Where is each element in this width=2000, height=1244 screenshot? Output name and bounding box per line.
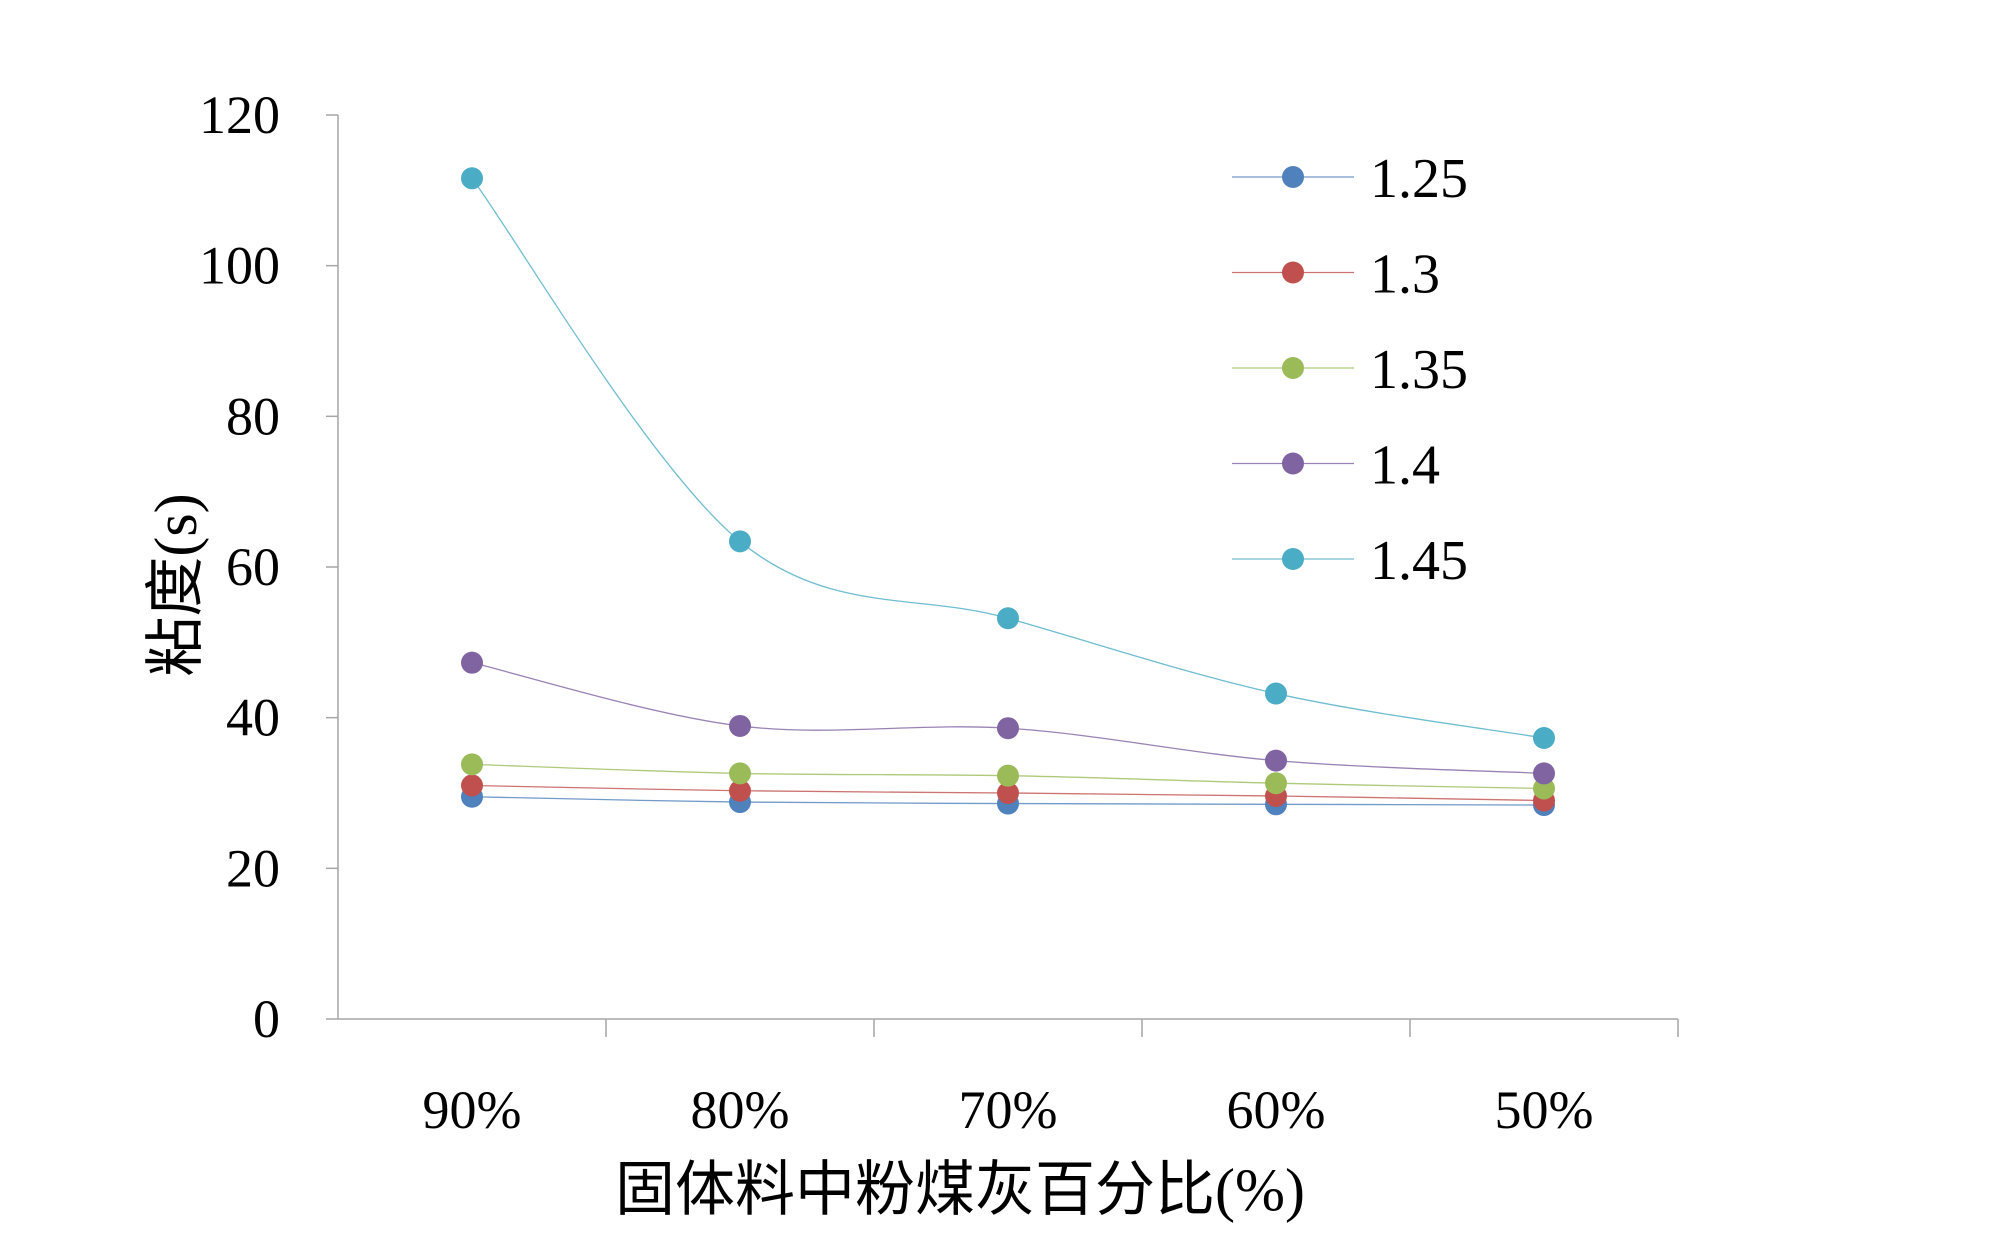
data-point: [1533, 762, 1555, 785]
legend-item: 1.45: [1232, 530, 1468, 592]
series-1.4: [461, 651, 1555, 785]
y-tick-label: 120: [199, 85, 280, 145]
legend-item: 1.35: [1232, 339, 1468, 401]
x-tick-label: 80%: [691, 1080, 790, 1140]
legend-item: 1.3: [1232, 244, 1440, 306]
legend-marker: [1282, 452, 1304, 475]
x-tick-label: 60%: [1227, 1080, 1326, 1140]
legend-label: 1.3: [1370, 244, 1440, 306]
data-point: [1533, 727, 1555, 750]
data-point: [461, 167, 483, 190]
legend-label: 1.35: [1370, 339, 1468, 401]
y-tick-label: 40: [226, 688, 280, 748]
legend: 1.25 1.3 1.35 1.4 1.45: [1232, 148, 1468, 592]
data-point: [461, 774, 483, 797]
data-point: [729, 779, 751, 802]
series-line: [471, 177, 1545, 739]
legend-marker: [1282, 357, 1304, 379]
x-tick-label: 70%: [959, 1080, 1058, 1140]
y-tick-label: 20: [226, 838, 280, 898]
data-point: [997, 782, 1019, 804]
data-point: [1533, 777, 1555, 800]
x-tick-label: 90%: [423, 1080, 522, 1140]
data-point: [1265, 749, 1287, 772]
data-point: [729, 762, 751, 785]
series-1.35: [461, 753, 1555, 800]
series-layer: [461, 167, 1555, 817]
series-1.45: [461, 167, 1555, 750]
y-tick-label: 0: [253, 989, 280, 1049]
axes: 0 20 40 60 80 100 120 90% 80% 70% 60% 50%: [199, 85, 1679, 1140]
data-point: [1265, 772, 1287, 795]
data-point: [729, 530, 751, 553]
legend-item: 1.4: [1232, 435, 1440, 497]
x-axis-label: 固体料中粉煤灰百分比(%): [615, 1157, 1305, 1223]
y-tick-label: 100: [199, 236, 280, 296]
legend-marker: [1282, 548, 1304, 570]
legend-item: 1.25: [1232, 148, 1468, 210]
data-point: [1265, 682, 1287, 705]
data-point: [729, 714, 751, 737]
data-point: [997, 717, 1019, 740]
data-point: [997, 764, 1019, 787]
legend-label: 1.45: [1370, 530, 1468, 592]
legend-label: 1.25: [1370, 148, 1468, 210]
legend-marker: [1282, 261, 1304, 284]
data-point: [997, 607, 1019, 630]
y-axis-label: 粘度(s): [143, 493, 209, 676]
y-tick-label: 60: [226, 537, 280, 597]
data-point: [461, 753, 483, 776]
x-tick-label: 50%: [1495, 1080, 1594, 1140]
legend-marker: [1282, 166, 1304, 188]
y-tick-label: 80: [226, 386, 280, 446]
legend-label: 1.4: [1370, 435, 1440, 497]
data-point: [461, 651, 483, 674]
